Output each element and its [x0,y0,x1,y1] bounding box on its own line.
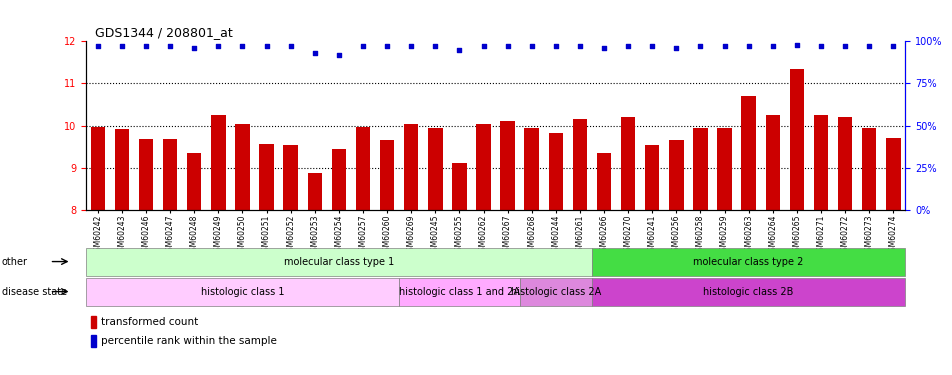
Bar [476,123,490,210]
Point [596,45,611,51]
Text: GDS1344 / 208801_at: GDS1344 / 208801_at [95,26,233,39]
Bar [572,119,586,210]
Point [451,47,466,53]
Bar [519,278,591,306]
Text: transformed count: transformed count [101,317,198,327]
Bar [427,128,442,210]
Point [812,44,827,50]
Bar [114,129,129,210]
Bar [789,69,803,210]
Bar [741,96,755,210]
Text: histologic class 1 and 2A: histologic class 1 and 2A [399,286,520,297]
Text: histologic class 2B: histologic class 2B [703,286,793,297]
Bar [163,139,177,210]
Bar [591,248,904,276]
Bar [307,173,322,210]
Point [644,44,659,50]
Point [138,44,153,50]
Point [500,44,515,50]
Point [427,44,443,50]
Point [163,44,178,50]
Bar [283,145,298,210]
Text: molecular class type 2: molecular class type 2 [693,256,803,267]
Point [668,45,684,51]
Point [331,52,347,58]
Text: percentile rank within the sample: percentile rank within the sample [101,336,277,346]
Bar [885,138,900,210]
Bar [90,335,95,347]
Point [307,50,322,56]
Point [741,44,756,50]
Point [114,44,129,50]
Point [234,44,249,50]
Point [547,44,563,50]
Point [620,44,635,50]
Point [884,44,900,50]
Bar [692,128,707,210]
Bar [139,139,153,210]
Bar [235,123,249,210]
Text: histologic class 1: histologic class 1 [201,286,284,297]
Bar [211,115,226,210]
Text: histologic class 2A: histologic class 2A [510,286,601,297]
Bar [813,115,827,210]
Bar [621,117,635,210]
Text: molecular class type 1: molecular class type 1 [284,256,393,267]
Point [403,44,418,50]
Bar [548,133,563,210]
Bar [861,128,876,210]
Bar [596,153,610,210]
Bar [86,248,591,276]
Point [716,44,731,50]
Text: disease state: disease state [2,286,67,297]
Bar [645,145,659,210]
Bar [380,140,394,210]
Bar [399,278,519,306]
Point [524,44,539,50]
Bar [591,278,904,306]
Bar [717,128,731,210]
Bar [837,117,851,210]
Bar [500,122,514,210]
Point [788,42,803,48]
Point [764,44,780,50]
Bar [524,128,539,210]
Bar [451,163,466,210]
Point [355,44,370,50]
Point [692,44,707,50]
Point [90,44,106,50]
Bar [764,115,779,210]
Bar [668,140,683,210]
Point [283,44,298,50]
Point [475,44,490,50]
Bar [259,144,273,210]
Point [259,44,274,50]
Bar [331,149,346,210]
Point [837,44,852,50]
Point [379,44,394,50]
Bar [355,127,369,210]
Point [861,44,876,50]
Bar [187,153,201,210]
Text: other: other [2,256,28,267]
Bar [90,127,105,210]
Point [210,44,226,50]
Bar [86,278,399,306]
Point [187,45,202,51]
Bar [90,316,95,328]
Bar [404,123,418,210]
Point [572,44,587,50]
